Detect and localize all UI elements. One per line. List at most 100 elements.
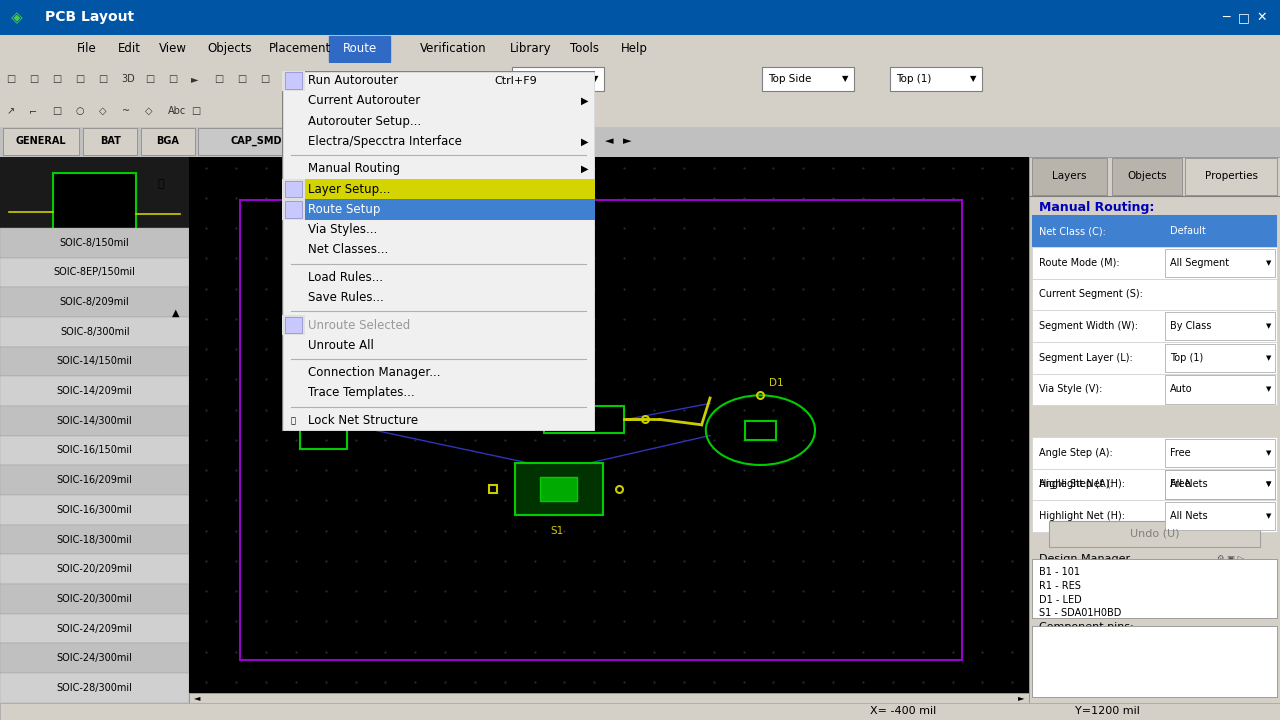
Text: By Class: By Class — [1170, 321, 1211, 331]
Text: Top Side: Top Side — [768, 73, 812, 84]
Bar — [166, 288, 186, 337]
Bar — [1032, 247, 1277, 279]
Text: Net Class (C):: Net Class (C): — [1039, 226, 1106, 236]
Bar — [239, 200, 963, 660]
Text: Objects: Objects — [1128, 171, 1167, 181]
Text: ▼: ▼ — [1266, 387, 1271, 392]
Bar — [745, 420, 776, 440]
Text: SOIC-8/300mil: SOIC-8/300mil — [60, 327, 129, 337]
Text: D1 - LED: D1 - LED — [1039, 595, 1082, 605]
Text: 🔒: 🔒 — [291, 416, 296, 425]
Text: Angle Step (A):: Angle Step (A): — [1039, 480, 1112, 490]
Bar — [1165, 248, 1275, 277]
Text: All Nets: All Nets — [1170, 511, 1207, 521]
Text: Properties: Properties — [1204, 171, 1257, 181]
Text: DSUB: DSUB — [415, 136, 445, 146]
Bar — [0, 317, 189, 346]
Bar — [0, 258, 189, 287]
Text: ▼: ▼ — [969, 74, 977, 83]
Bar — [282, 199, 595, 220]
Text: D1: D1 — [769, 379, 783, 388]
Bar — [0, 673, 189, 703]
Bar — [141, 127, 195, 156]
Text: Trace Templates...: Trace Templates... — [308, 387, 415, 400]
Bar — [1165, 312, 1275, 341]
Text: Connection Manager...: Connection Manager... — [308, 366, 440, 379]
Bar — [282, 199, 305, 220]
Text: SOIC-14/209mil: SOIC-14/209mil — [56, 386, 133, 396]
Bar — [1050, 521, 1260, 547]
Text: Default: Default — [1170, 226, 1206, 236]
Bar — [1165, 470, 1275, 499]
Text: SOIC-8EP/150mil: SOIC-8EP/150mil — [54, 267, 136, 277]
Text: SOIC-24/300mil: SOIC-24/300mil — [56, 653, 133, 663]
Text: 100 mil: 100 mil — [518, 73, 557, 84]
Bar — [282, 179, 305, 199]
Bar — [540, 477, 577, 501]
Text: Ctrl+F9: Ctrl+F9 — [495, 76, 538, 86]
Text: Design Manager: Design Manager — [1039, 554, 1130, 564]
Bar — [1165, 470, 1275, 499]
Text: ◇: ◇ — [145, 106, 152, 116]
Text: Tools: Tools — [570, 42, 599, 55]
Text: Via Styles...: Via Styles... — [308, 223, 378, 236]
Text: Segment Width (W):: Segment Width (W): — [1039, 321, 1138, 331]
Bar — [282, 315, 305, 336]
Text: ✕: ✕ — [1257, 11, 1267, 24]
Text: ◈: ◈ — [10, 10, 23, 24]
Text: SOIC-20/300mil: SOIC-20/300mil — [56, 594, 133, 604]
Bar — [1032, 158, 1107, 195]
Bar — [329, 36, 390, 62]
Text: Auto: Auto — [1170, 384, 1192, 395]
Bar — [301, 390, 347, 449]
Bar — [52, 174, 137, 282]
Bar — [512, 67, 604, 91]
Text: ►: ► — [623, 136, 631, 146]
Bar — [397, 127, 463, 156]
Text: CAP_SMD: CAP_SMD — [230, 136, 282, 146]
Text: Manual Routing:: Manual Routing: — [1039, 201, 1155, 214]
Bar — [0, 584, 189, 613]
Bar — [1032, 279, 1277, 310]
Text: ○: ○ — [76, 106, 84, 116]
Text: Help: Help — [621, 42, 648, 55]
Text: □: □ — [1238, 11, 1251, 24]
Text: SOIC-14/150mil: SOIC-14/150mil — [56, 356, 133, 366]
Text: BGA: BGA — [156, 136, 179, 146]
Bar — [284, 73, 302, 89]
Text: Load Rules...: Load Rules... — [308, 271, 383, 284]
Text: Abc: Abc — [168, 106, 186, 116]
Bar — [0, 495, 189, 525]
Text: Electra/Specctra Interface: Electra/Specctra Interface — [308, 135, 462, 148]
Text: □: □ — [99, 74, 108, 84]
Text: Current Autorouter: Current Autorouter — [308, 94, 421, 107]
Bar — [1112, 158, 1183, 195]
Text: Edit: Edit — [118, 42, 141, 55]
Text: PCB Layout: PCB Layout — [45, 10, 134, 24]
Text: ▲: ▲ — [173, 307, 180, 318]
Bar — [198, 127, 314, 156]
Text: SOIC-14/300mil: SOIC-14/300mil — [56, 416, 133, 426]
Text: Segment Layer (L):: Segment Layer (L): — [1039, 353, 1133, 363]
Text: Highlight Net (H):: Highlight Net (H): — [1039, 511, 1125, 521]
Text: All Segment: All Segment — [1170, 258, 1229, 268]
Text: ▶: ▶ — [580, 164, 588, 174]
Text: ◄: ◄ — [193, 693, 200, 702]
Text: □: □ — [260, 74, 269, 84]
Text: ►: ► — [1019, 693, 1025, 702]
Bar — [0, 228, 189, 258]
Text: □: □ — [352, 74, 361, 84]
Bar — [1032, 437, 1277, 469]
Bar — [1165, 343, 1275, 372]
Bar — [282, 71, 305, 91]
Text: Layers: Layers — [1052, 171, 1087, 181]
Bar — [467, 127, 534, 156]
Text: Unroute All: Unroute All — [308, 339, 374, 352]
Text: ▼: ▼ — [841, 74, 849, 83]
Bar — [284, 317, 302, 333]
Text: GENERAL: GENERAL — [15, 136, 67, 146]
Text: □: □ — [6, 74, 15, 84]
Bar — [320, 127, 392, 156]
Text: □: □ — [52, 106, 61, 116]
Text: Library: Library — [509, 42, 552, 55]
